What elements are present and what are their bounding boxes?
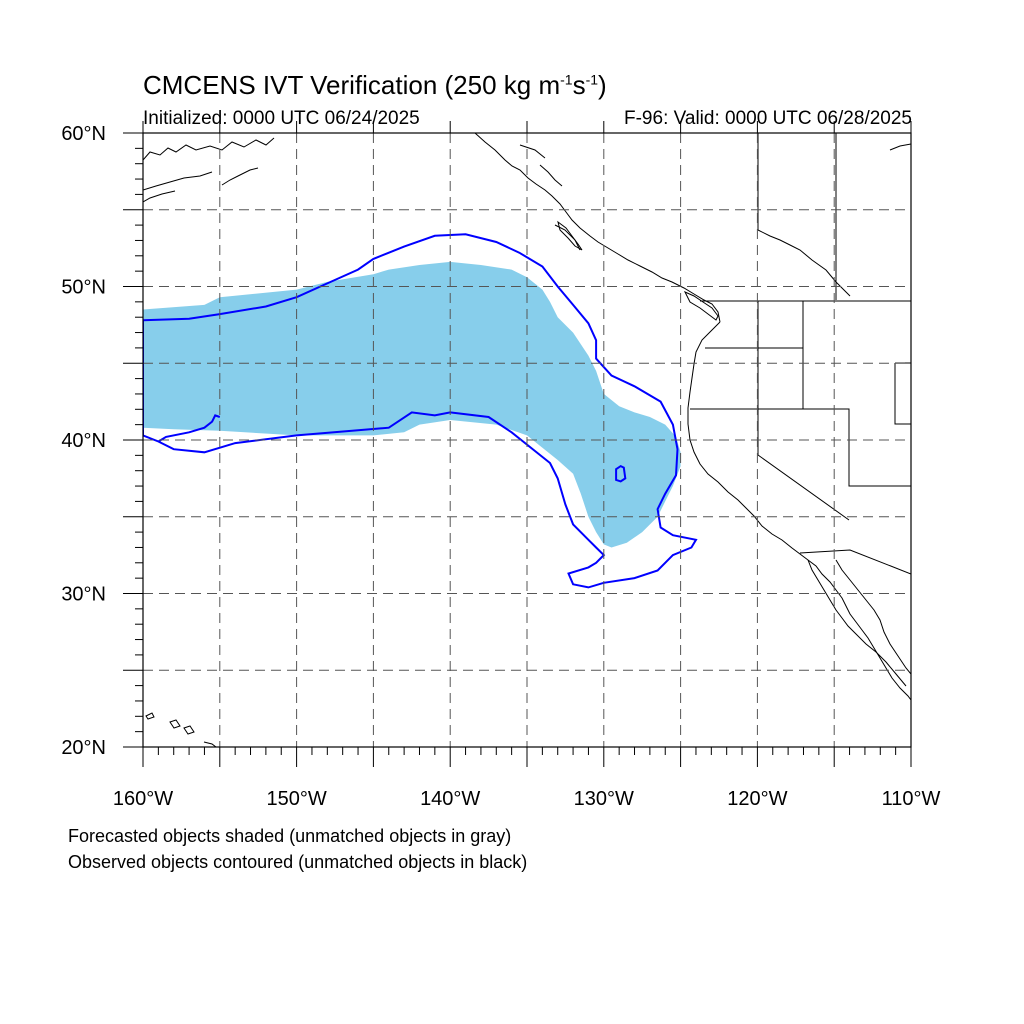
- grid-layer: [143, 133, 911, 747]
- coastline-us-west: [687, 321, 911, 701]
- lat-label: 30°N: [61, 584, 106, 606]
- forecast-object-shade: [143, 261, 681, 548]
- forecast-layer: [143, 261, 681, 548]
- map-title-mid: s: [572, 70, 586, 100]
- map-title-suffix: ): [598, 70, 607, 100]
- caption-observed: Observed objects contoured (unmatched ob…: [68, 852, 528, 872]
- observed-contour-west-hook: [157, 414, 221, 443]
- lat-label: 20°N: [61, 737, 106, 759]
- coastline-alaska-panhandle: [474, 133, 721, 323]
- canada-interior-lines: [757, 133, 911, 300]
- lon-label: 140°W: [420, 788, 480, 810]
- lon-label: 110°W: [882, 788, 941, 810]
- valid-time-label: F-96: Valid: 0000 UTC 06/28/2025: [624, 108, 912, 129]
- lat-label: 60°N: [61, 123, 106, 145]
- coastline-bc-islands: [557, 220, 719, 321]
- caption-forecast: Forecasted objects shaded (unmatched obj…: [68, 826, 512, 846]
- tick-layer: [123, 121, 912, 767]
- map-title-prefix: CMCENS IVT Verification (250 kg m: [143, 70, 561, 100]
- axis-label-layer: 60°N 50°N 40°N 30°N 20°N 160°W 150°W 140°W 130°W…: [61, 123, 940, 810]
- map-title-exp1: -1: [560, 71, 573, 88]
- map-title: CMCENS IVT Verification (250 kg m-1s-1): [143, 70, 607, 101]
- coastline-baja: [807, 559, 911, 687]
- state-borders: [690, 300, 911, 575]
- hawaii-islands: [145, 712, 217, 747]
- observed-contour-small-loop: [615, 464, 627, 483]
- lon-label: 160°W: [113, 788, 173, 810]
- coastline-layer: [143, 133, 911, 747]
- initialized-label: Initialized: 0000 UTC 06/24/2025: [143, 108, 420, 129]
- lon-label: 120°W: [727, 788, 787, 810]
- lat-label: 40°N: [61, 430, 106, 452]
- map-title-exp2: -1: [585, 71, 599, 88]
- coastline-alaska: [143, 137, 275, 203]
- lon-label: 150°W: [266, 788, 326, 810]
- lon-label: 130°W: [574, 788, 634, 810]
- lat-label: 50°N: [61, 277, 106, 299]
